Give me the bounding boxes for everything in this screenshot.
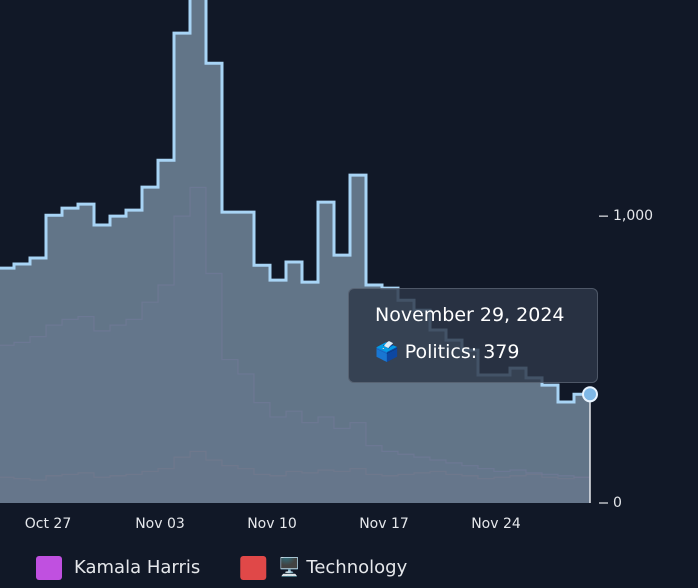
x-tick-label: Nov 03 [135, 516, 185, 532]
legend-swatch [240, 556, 267, 580]
y-tick-label: 0 [613, 495, 622, 511]
legend-swatch [36, 556, 62, 580]
tooltip-series: 🗳️ Politics [375, 341, 471, 363]
x-tick-label: Nov 24 [471, 516, 521, 532]
tooltip-title: November 29, 2024 [375, 304, 565, 326]
tooltip: November 29, 2024 🗳️ Politics: 379 [348, 288, 598, 383]
y-tick-label: 1,000 [613, 208, 653, 224]
tooltip-value: 🗳️ Politics: 379 [375, 341, 520, 363]
legend-label: 🖥️ Technology [278, 556, 407, 578]
hover-point [582, 386, 598, 403]
x-tick-label: Nov 17 [359, 516, 409, 532]
x-tick-label: Nov 10 [247, 516, 297, 532]
x-tick-label: Oct 27 [25, 516, 71, 532]
series-area [0, 0, 590, 503]
legend-label: Kamala Harris [74, 557, 200, 578]
plot-area [0, 0, 590, 503]
tooltip-number: 379 [483, 341, 520, 363]
